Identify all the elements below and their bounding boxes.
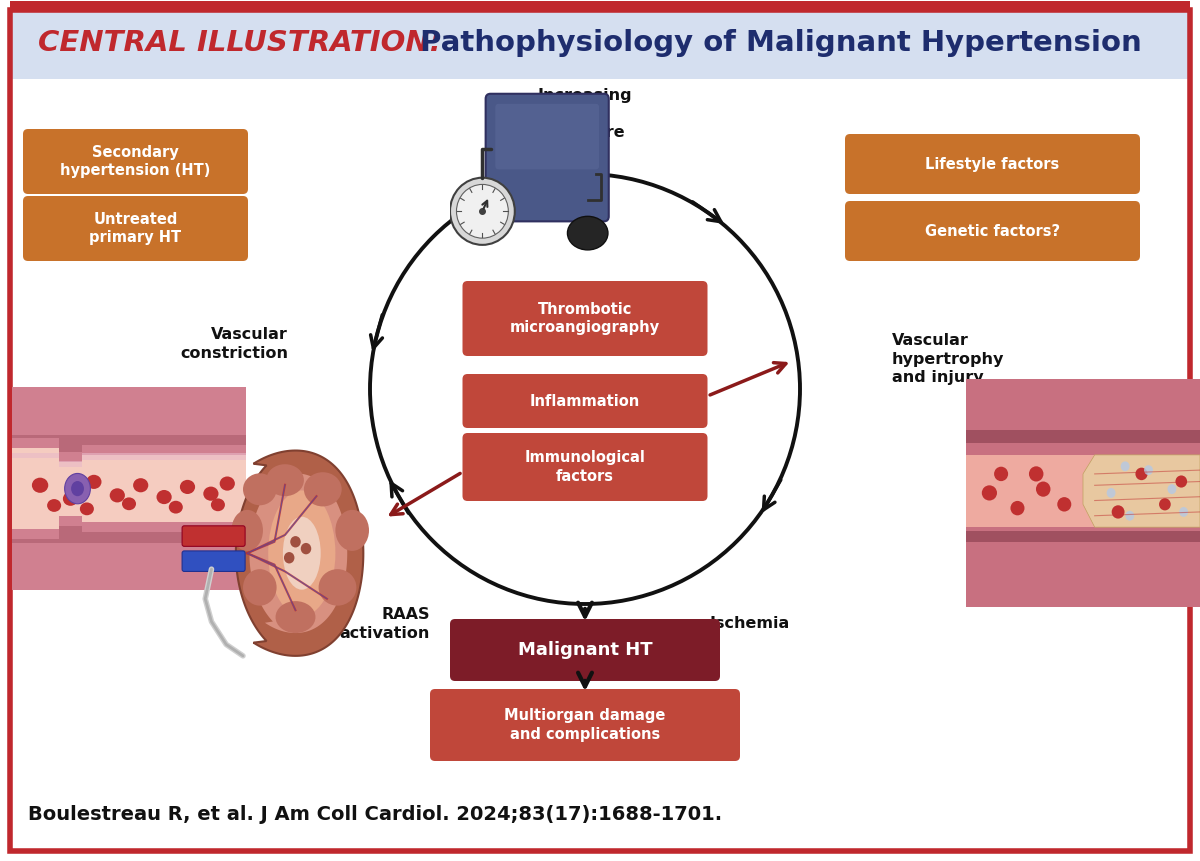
Ellipse shape	[1168, 484, 1176, 494]
Bar	[966, 379, 1200, 455]
FancyBboxPatch shape	[430, 689, 740, 761]
Circle shape	[284, 552, 294, 563]
Ellipse shape	[180, 480, 196, 494]
Ellipse shape	[266, 464, 304, 496]
Text: Pathophysiology of Malignant Hypertension: Pathophysiology of Malignant Hypertensio…	[410, 29, 1141, 58]
Text: Secondary
hypertension (HT): Secondary hypertension (HT)	[60, 145, 211, 178]
FancyBboxPatch shape	[23, 196, 248, 261]
Ellipse shape	[1057, 497, 1072, 511]
Bar	[10, 10, 1190, 79]
Text: Malignant HT: Malignant HT	[517, 641, 653, 659]
Text: Lifestyle factors: Lifestyle factors	[925, 157, 1060, 171]
Polygon shape	[250, 474, 347, 633]
Ellipse shape	[169, 501, 182, 513]
Ellipse shape	[242, 474, 276, 505]
Polygon shape	[12, 448, 246, 529]
Ellipse shape	[335, 510, 370, 551]
Ellipse shape	[319, 569, 356, 605]
Circle shape	[450, 177, 515, 245]
FancyBboxPatch shape	[486, 94, 608, 221]
Ellipse shape	[1036, 481, 1050, 497]
Ellipse shape	[80, 503, 94, 515]
FancyBboxPatch shape	[496, 104, 599, 170]
Circle shape	[290, 536, 301, 548]
Ellipse shape	[994, 467, 1008, 481]
FancyBboxPatch shape	[182, 526, 245, 547]
Polygon shape	[236, 450, 364, 656]
Bar	[10, 1, 1190, 11]
Ellipse shape	[1176, 475, 1187, 487]
Text: Boulestreau R, et al. J Am Coll Cardiol. 2024;83(17):1688-1701.: Boulestreau R, et al. J Am Coll Cardiol.…	[28, 804, 722, 823]
FancyBboxPatch shape	[845, 134, 1140, 194]
Ellipse shape	[65, 474, 90, 504]
Ellipse shape	[156, 490, 172, 505]
Polygon shape	[1084, 455, 1200, 527]
Ellipse shape	[1126, 511, 1134, 521]
Bar	[966, 455, 1200, 527]
Ellipse shape	[1121, 461, 1129, 471]
Ellipse shape	[1135, 468, 1147, 480]
Bar	[966, 531, 1200, 542]
Ellipse shape	[1028, 467, 1044, 481]
Polygon shape	[12, 387, 246, 461]
Ellipse shape	[1180, 507, 1188, 517]
Ellipse shape	[283, 517, 320, 590]
Ellipse shape	[268, 491, 336, 616]
FancyBboxPatch shape	[462, 374, 708, 428]
Ellipse shape	[32, 478, 48, 492]
Bar	[966, 430, 1200, 443]
Text: Genetic factors?: Genetic factors?	[925, 224, 1060, 238]
Ellipse shape	[211, 499, 224, 511]
Ellipse shape	[47, 499, 61, 512]
Polygon shape	[12, 435, 246, 451]
Circle shape	[456, 184, 509, 238]
Ellipse shape	[304, 472, 342, 506]
Ellipse shape	[1010, 501, 1025, 516]
Ellipse shape	[242, 569, 276, 605]
FancyBboxPatch shape	[462, 281, 708, 356]
Text: Increasing
blood
pressure: Increasing blood pressure	[538, 88, 632, 140]
FancyBboxPatch shape	[462, 433, 708, 501]
Text: Immunological
factors: Immunological factors	[524, 450, 646, 484]
Ellipse shape	[1106, 488, 1116, 498]
Text: Inflammation: Inflammation	[530, 393, 640, 408]
Ellipse shape	[568, 216, 608, 250]
Text: RAAS
activation: RAAS activation	[340, 607, 430, 641]
Ellipse shape	[220, 476, 235, 491]
Ellipse shape	[62, 492, 78, 505]
Text: Multiorgan damage
and complications: Multiorgan damage and complications	[504, 709, 666, 742]
Ellipse shape	[1111, 505, 1124, 518]
FancyBboxPatch shape	[845, 201, 1140, 261]
Ellipse shape	[109, 488, 125, 503]
FancyBboxPatch shape	[23, 129, 248, 194]
Text: Vascular
constriction: Vascular constriction	[180, 327, 288, 361]
Ellipse shape	[133, 478, 149, 492]
Text: Untreated
primary HT: Untreated primary HT	[90, 212, 181, 245]
Ellipse shape	[982, 486, 997, 500]
Bar	[966, 527, 1200, 607]
Text: CENTRAL ILLUSTRATION:: CENTRAL ILLUSTRATION:	[38, 29, 442, 58]
Text: Ischemia: Ischemia	[709, 616, 790, 631]
Ellipse shape	[1144, 465, 1153, 475]
Text: Vascular
hypertrophy
and injury: Vascular hypertrophy and injury	[892, 333, 1004, 385]
Ellipse shape	[122, 498, 136, 511]
Ellipse shape	[86, 474, 102, 489]
Text: Thrombotic
microangiography: Thrombotic microangiography	[510, 301, 660, 335]
FancyBboxPatch shape	[182, 551, 245, 572]
Ellipse shape	[203, 486, 218, 501]
Ellipse shape	[232, 510, 263, 551]
Polygon shape	[12, 453, 246, 467]
Ellipse shape	[276, 601, 316, 633]
Polygon shape	[12, 516, 246, 590]
Circle shape	[301, 543, 311, 554]
Ellipse shape	[1159, 499, 1171, 511]
Ellipse shape	[71, 481, 84, 496]
Polygon shape	[12, 526, 246, 542]
FancyBboxPatch shape	[450, 619, 720, 681]
